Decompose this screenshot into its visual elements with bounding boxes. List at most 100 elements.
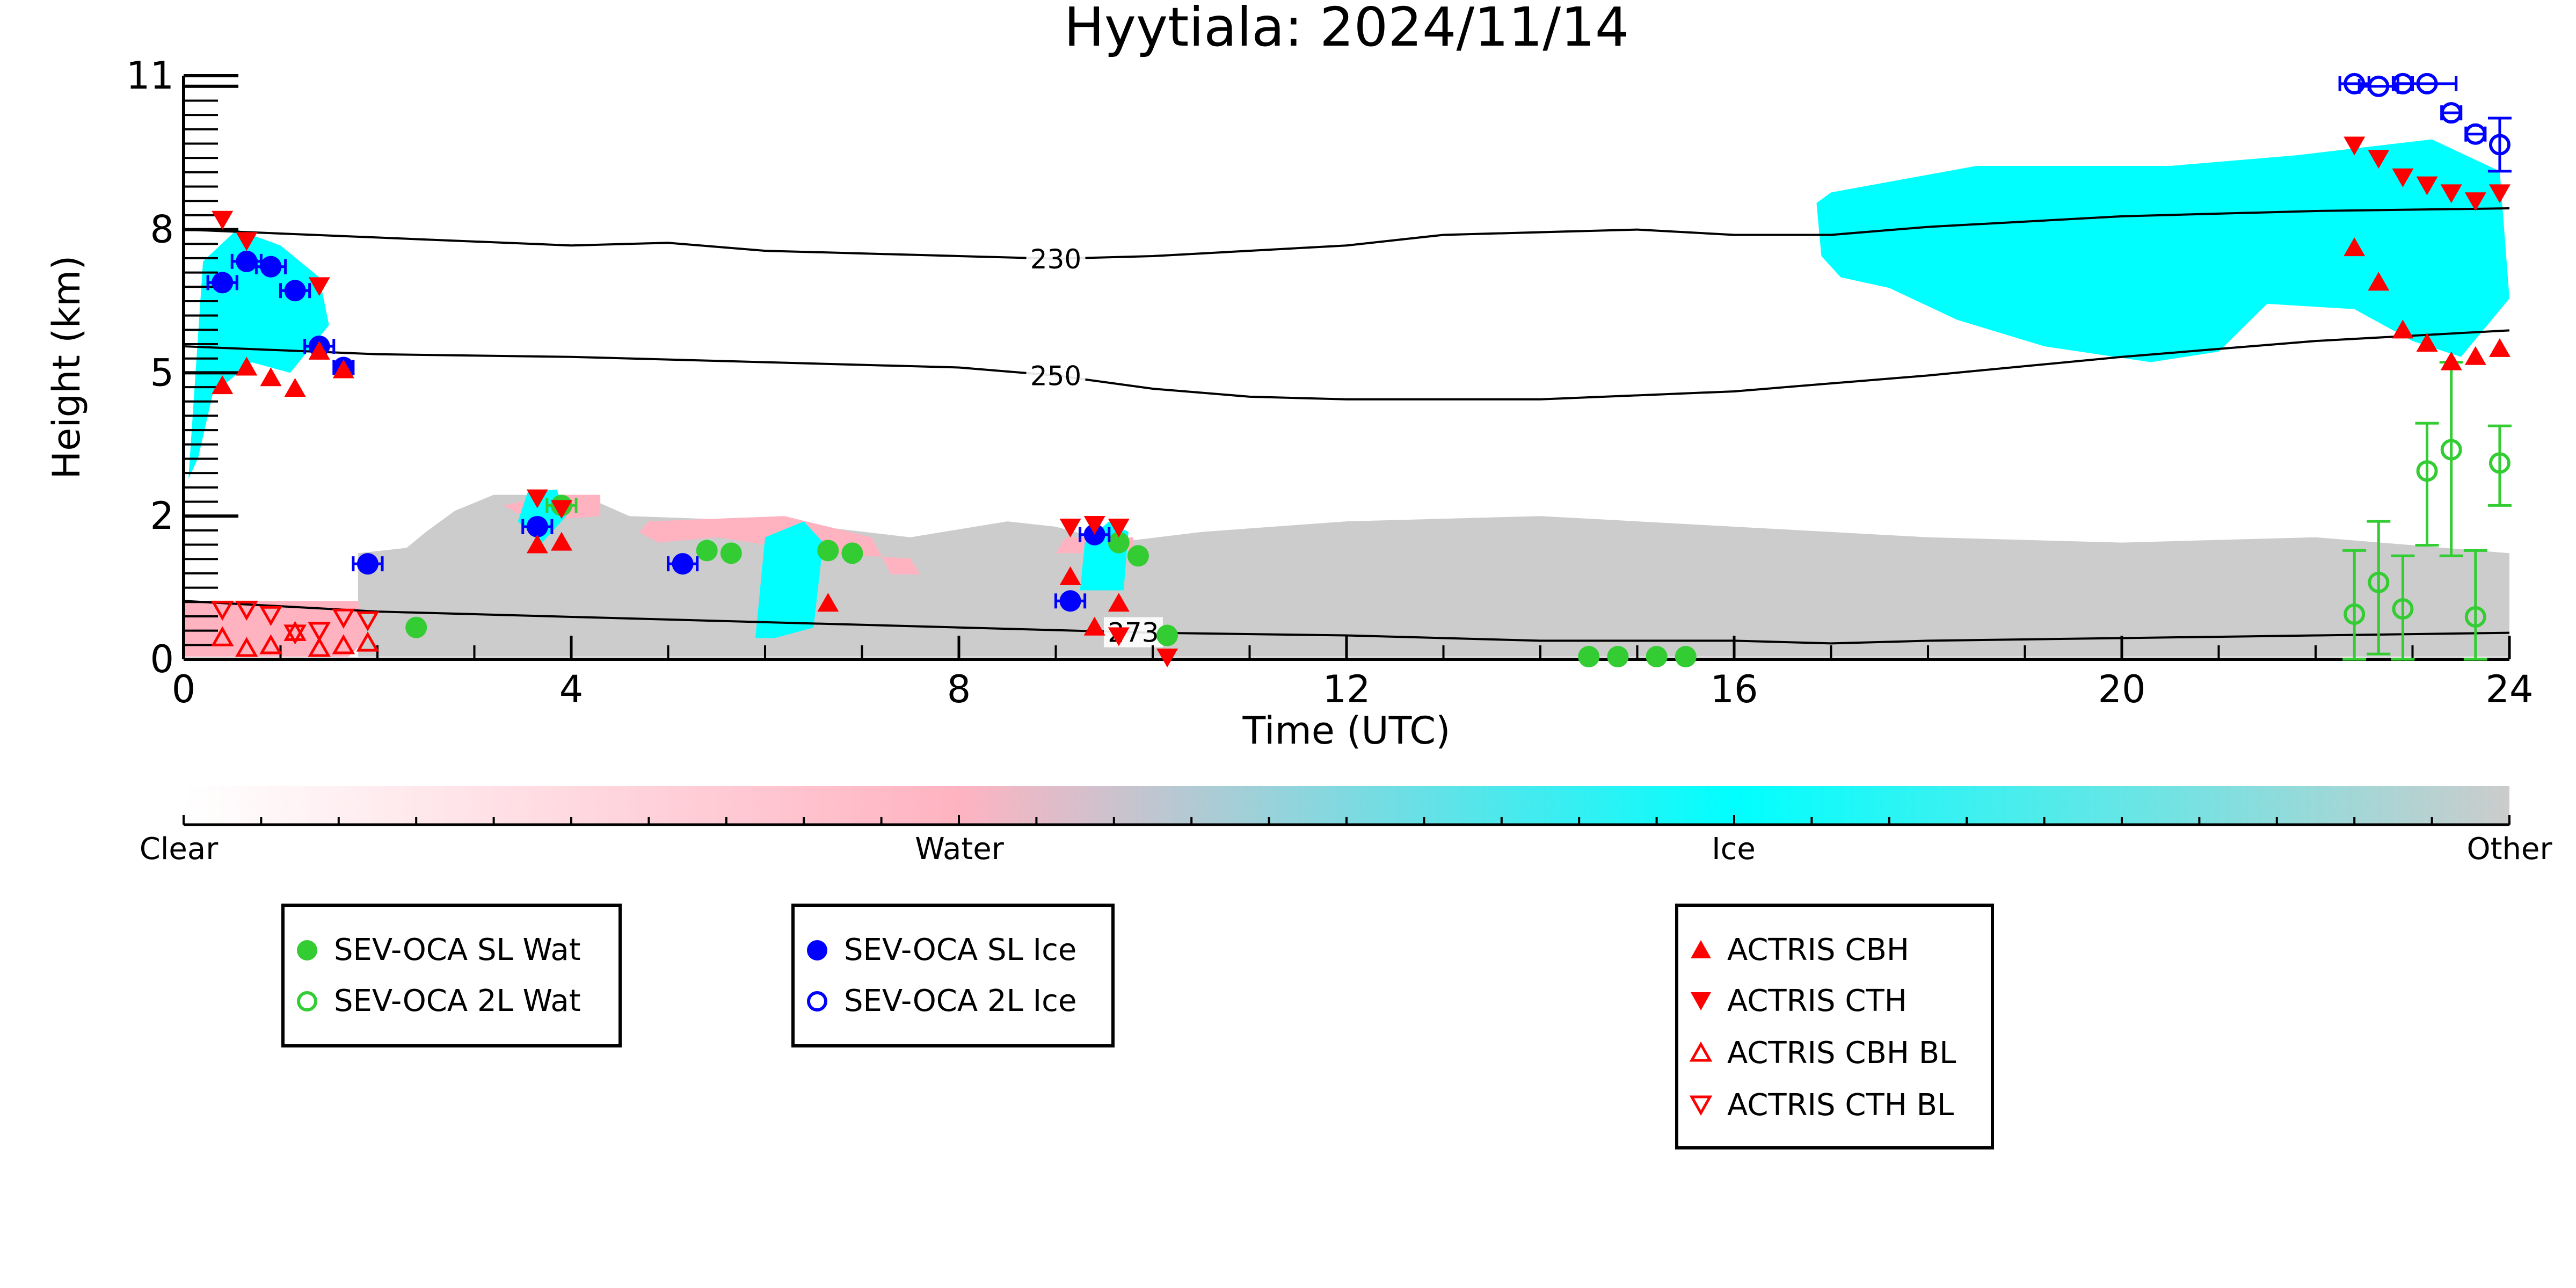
colorbar-ticks — [183, 815, 2510, 825]
open-circle-icon — [297, 991, 317, 1012]
plot-axes: 0 4 8 12 16 20 24 0 2 5 8 11 — [126, 54, 2534, 711]
sev-oca-sl-ice-point — [236, 250, 258, 272]
colorbar-label-clear: Clear — [140, 832, 219, 867]
x-tick-label: 24 — [2485, 667, 2533, 711]
x-tick-label: 8 — [947, 667, 971, 711]
sev-oca-sl-wat-point — [1578, 646, 1600, 668]
colorbar-label-other: Other — [2466, 832, 2552, 867]
legend-entry-label: ACTRIS CBH — [1727, 933, 1909, 967]
actris-cbh-point — [2392, 319, 2414, 339]
sev-oca-sl-ice-point — [672, 553, 694, 575]
actris-cbh-point — [817, 593, 839, 612]
actris-cth-point — [2440, 184, 2462, 203]
actris-cth-point — [2368, 150, 2390, 169]
sev-oca-2l-ice-point — [2368, 75, 2390, 97]
sev-oca-sl-wat-point — [1127, 545, 1149, 567]
actris-cth-point — [308, 277, 330, 296]
sev-oca-sl-ice-point — [260, 256, 282, 278]
actris-cbh-point — [284, 378, 306, 397]
actris-cbh-point — [332, 359, 354, 379]
actris-cth-bl-point — [332, 608, 355, 629]
actris-cth-point — [2392, 168, 2414, 187]
isotherm-line-250 — [183, 329, 2510, 401]
actris-cth-point — [2416, 176, 2438, 195]
sev-oca-sl-ice-point — [1059, 590, 1081, 612]
sev-oca-sl-wat-point — [817, 540, 839, 562]
actris-cth-point — [212, 210, 234, 230]
sev-oca-2l-wat-point — [2416, 460, 2438, 482]
filled-circle-icon — [297, 940, 317, 960]
actris-cbh-point — [2416, 333, 2438, 352]
actris-cth-point — [1108, 518, 1130, 537]
isotherm-line-273 — [183, 600, 2510, 645]
actris-cth-bl-point — [210, 600, 234, 621]
x-tick-label: 20 — [2098, 667, 2145, 711]
legend-entry-label: SEV-OCA SL Wat — [334, 933, 581, 967]
sev-oca-2l-wat-point — [2488, 452, 2510, 474]
y-axis-label: Height (km) — [45, 256, 89, 479]
data-markers — [206, 72, 2512, 668]
cloud-classification-regions — [184, 139, 2509, 657]
sev-oca-2l-wat-point — [2464, 606, 2486, 628]
x-tick-label: 0 — [172, 667, 196, 711]
actris-cbh-point — [1108, 593, 1130, 612]
actris-cth-bl-point — [283, 624, 307, 645]
isotherm-label-230: 230 — [1030, 244, 1081, 275]
region-other — [358, 494, 2509, 657]
actris-cbh-point — [236, 356, 258, 376]
isotherm-label-250: 250 — [1030, 360, 1081, 391]
x-tick-label: 16 — [1710, 667, 1758, 711]
actris-cbh-point — [2344, 237, 2366, 257]
actris-cth-point — [1059, 518, 1081, 537]
actris-cth-point — [1083, 516, 1105, 535]
actris-cth-bl-point — [308, 622, 331, 642]
filled-triangle-up-icon — [1691, 940, 1711, 958]
actris-cbh-bl-point — [308, 637, 331, 657]
actris-cth-bl-point — [259, 606, 282, 627]
actris-cth-bl-point — [356, 611, 380, 631]
actris-cth-point — [1156, 649, 1178, 668]
sev-oca-2l-wat-point — [2368, 571, 2390, 593]
region-ice — [755, 521, 824, 638]
sev-oca-sl-wat-point — [1108, 532, 1130, 554]
colorbar-label-water: Water — [915, 832, 1005, 867]
actris-cth-point — [2464, 192, 2486, 212]
legend-sev-oca-ice: SEV-OCA SL Ice SEV-OCA 2L Ice — [791, 904, 1115, 1047]
actris-cbh-bl-point — [259, 634, 282, 654]
y-tick-label: 2 — [150, 494, 174, 538]
region-ice — [1821, 139, 2509, 362]
sev-oca-sl-wat-point — [405, 616, 427, 638]
sev-oca-sl-wat-point — [720, 542, 742, 564]
chart-title: Hyytiala: 2024/11/14 — [1064, 0, 1629, 59]
actris-cth-point — [526, 489, 548, 508]
actris-cth-point — [1108, 627, 1130, 646]
sev-oca-sl-ice-point — [212, 272, 234, 294]
actris-cth-point — [236, 232, 258, 251]
y-tick-label: 11 — [126, 54, 174, 98]
actris-cbh-point — [2368, 272, 2390, 291]
sev-oca-2l-wat-point — [2392, 598, 2414, 620]
sev-oca-sl-wat-point — [1646, 646, 1668, 668]
actris-cbh-bl-point — [356, 631, 380, 652]
x-axis-label: Time (UTC) — [1242, 709, 1451, 753]
actris-cbh-point — [308, 340, 330, 360]
legend-entry-label: ACTRIS CTH — [1727, 984, 1907, 1018]
sev-oca-sl-wat-point — [1675, 646, 1697, 668]
sev-oca-2l-wat-point — [2440, 439, 2462, 461]
sev-oca-2l-wat-point — [2344, 603, 2366, 625]
actris-cbh-point — [260, 367, 282, 387]
sev-oca-sl-wat-point — [696, 540, 718, 562]
actris-cth-point — [2488, 184, 2510, 203]
actris-cbh-point — [2464, 346, 2486, 365]
sev-oca-sl-wat-point — [1607, 646, 1629, 668]
y-tick-label: 8 — [150, 208, 174, 252]
sev-oca-2l-ice-point — [2344, 72, 2366, 94]
actris-cbh-point — [550, 532, 572, 551]
actris-cth-bl-point — [235, 600, 258, 621]
open-triangle-up-icon — [1689, 1041, 1713, 1062]
actris-cbh-bl-point — [332, 634, 355, 654]
colorbar-label-ice: Ice — [1712, 832, 1756, 867]
colorbar: Clear Water Ice Other — [140, 786, 2552, 867]
